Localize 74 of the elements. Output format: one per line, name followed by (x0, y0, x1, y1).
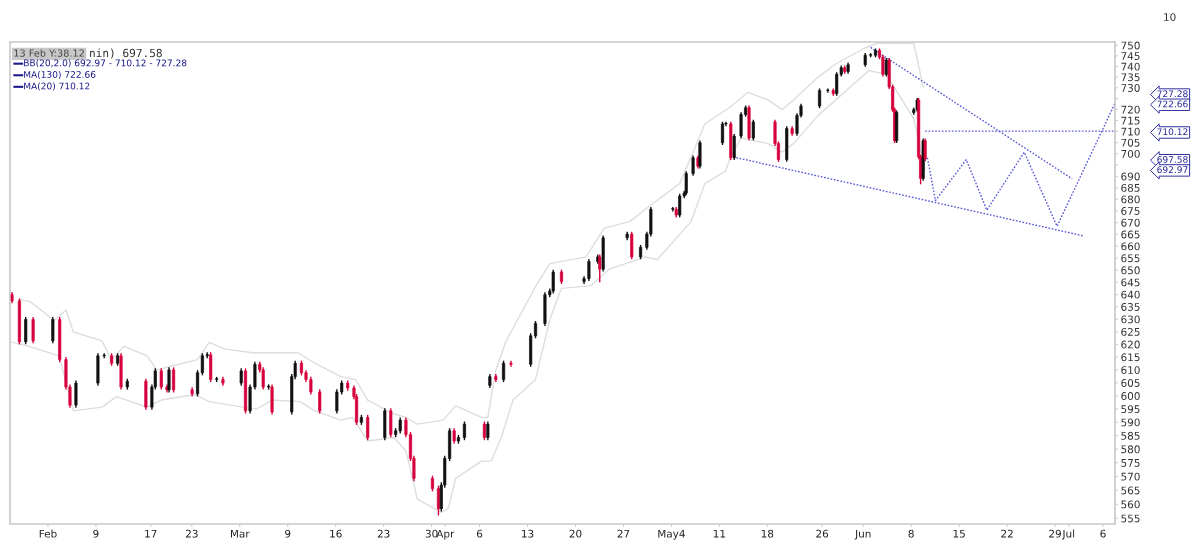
y-tick-label: 590 (1121, 418, 1140, 427)
x-tick-label: 17 (145, 529, 157, 538)
y-tick-label: 705 (1121, 138, 1140, 147)
y-tick-label: 700 (1121, 149, 1140, 158)
y2-tick-label: 692.97 (1157, 166, 1188, 174)
x-tick-label: Feb (39, 529, 57, 538)
y-tick-label: 710 (1121, 127, 1140, 136)
y-tick-label: 660 (1121, 242, 1140, 251)
y-tick-label: 665 (1121, 230, 1140, 239)
x-tick-label: 22 (1001, 529, 1013, 538)
y-tick-label: 655 (1121, 254, 1140, 263)
y-tick-label: 740 (1121, 62, 1140, 71)
y-tick-label: 625 (1121, 327, 1140, 336)
x-tick-label: 11 (713, 529, 726, 538)
annotation: MA(130) 722.66 (24, 70, 96, 79)
y-tick-label: 750 (1121, 41, 1140, 50)
y-tick-label: 635 (1121, 303, 1140, 311)
x-tick-label: Apr (436, 529, 455, 540)
y-tick-label: 680 (1121, 195, 1140, 204)
y-tick-label: 630 (1121, 315, 1140, 324)
y2-tick-label: 727.28 (1157, 90, 1188, 98)
x-tick-label: 6 (1100, 529, 1106, 538)
y-tick-label: 715 (1121, 116, 1140, 125)
x-tick-label: 8 (908, 529, 914, 538)
y-tick-label: 575 (1121, 459, 1140, 467)
y-tick-label: 615 (1121, 353, 1140, 362)
x-tick-label: Jun (854, 529, 871, 540)
x-tick-label: 23 (377, 529, 390, 538)
y2-tick-label: 710.12 (1157, 128, 1188, 136)
x-tick-label: Mar (230, 529, 250, 538)
y-tick-label: 620 (1121, 340, 1140, 349)
y-tick-label: 570 (1121, 472, 1140, 481)
y-tick-label: 585 (1121, 431, 1140, 440)
annotation: 13 Feb Y:38.12 (14, 49, 84, 57)
x-tick-label: 20 (569, 529, 582, 538)
y-tick-label: 685 (1121, 183, 1140, 192)
y-tick-label: 720 (1121, 105, 1140, 114)
y2-tick-label: 722.66 (1157, 100, 1188, 108)
x-tick-label: 29 (1049, 529, 1061, 538)
x-tick-label: 13 (522, 529, 534, 538)
y-tick-label: 555 (1121, 514, 1140, 523)
x-tick-label: 9 (93, 529, 99, 538)
y-tick-label: 565 (1121, 486, 1140, 495)
y-tick-label: 595 (1121, 405, 1140, 414)
x-tick-label: 9 (285, 529, 291, 538)
y-tick-label: 745 (1121, 52, 1140, 60)
y-tick-label: 730 (1121, 84, 1140, 92)
x-tick-label: 18 (761, 529, 774, 538)
y-tick-label: 690 (1121, 172, 1140, 181)
x-tick-label: May4 (658, 529, 685, 540)
y-tick-label: 675 (1121, 207, 1140, 215)
text: 10 (1164, 13, 1176, 22)
x-tick-label: 27 (617, 529, 630, 538)
y-tick-label: 605 (1121, 379, 1140, 387)
annotation: BB(20,2.0) 692.97 - 710.12 - 727.28 (24, 59, 187, 68)
y-tick-label: 600 (1121, 392, 1140, 400)
x-tick-label: 26 (816, 529, 829, 538)
y-tick-label: 650 (1121, 266, 1140, 275)
y-tick-label: 580 (1121, 445, 1140, 454)
x-tick-label: 6 (476, 529, 483, 538)
y2-tick-label: 697.58 (1157, 156, 1188, 163)
y-tick-label: 640 (1121, 290, 1140, 299)
x-tick-label: 16 (330, 529, 342, 538)
annotation: nin) 697.58 (90, 48, 162, 59)
x-tick-label: Jul (1061, 529, 1075, 540)
x-tick-label: 30 (425, 529, 438, 538)
y-tick-label: 735 (1121, 73, 1140, 82)
y-tick-label: 670 (1121, 218, 1140, 227)
annotation: MA(20) 710.12 (24, 82, 90, 91)
y-tick-label: 610 (1121, 366, 1140, 375)
y-tick-label: 560 (1121, 500, 1140, 509)
x-tick-label: 15 (953, 529, 965, 538)
y-tick-label: 645 (1121, 278, 1140, 287)
x-tick-label: 23 (185, 529, 198, 538)
